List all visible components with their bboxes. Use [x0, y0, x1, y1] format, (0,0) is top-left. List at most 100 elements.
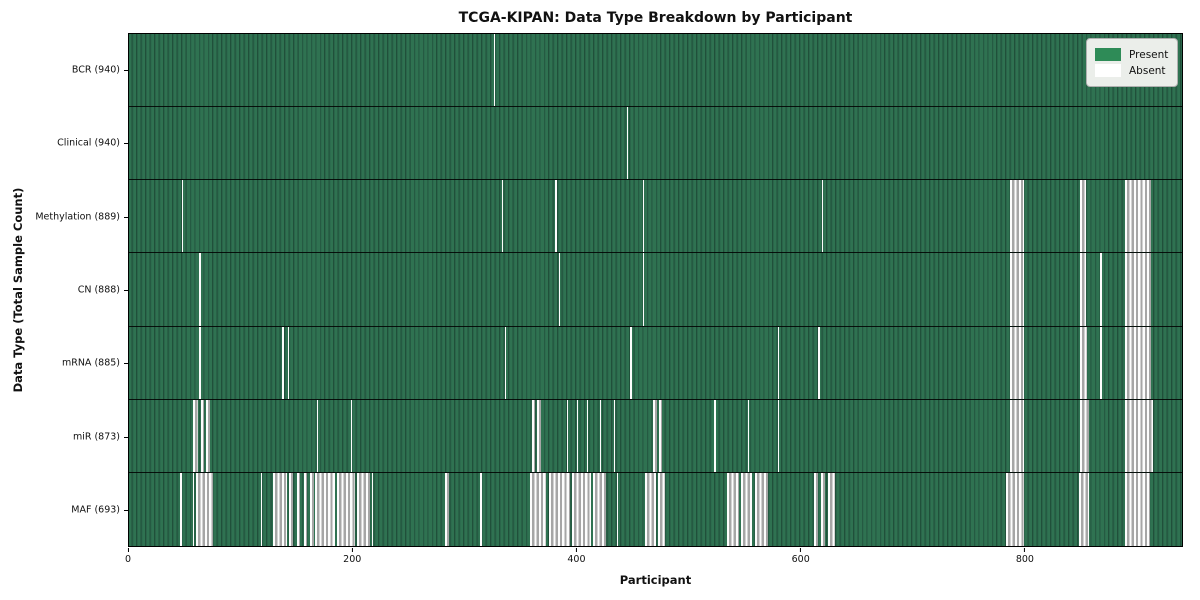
x-tick: 600 — [792, 548, 810, 565]
absent-segment — [642, 253, 644, 326]
absent-segment — [196, 472, 213, 546]
absent-segment — [1124, 326, 1151, 399]
y-tick-label: miR (873) — [72, 431, 120, 443]
absent-segment — [1006, 472, 1025, 546]
x-tick-mark — [127, 548, 129, 552]
y-tick-label: Methylation (889) — [35, 211, 120, 223]
absent-segment — [444, 472, 450, 546]
absent-segment — [726, 472, 739, 546]
absent-segment — [566, 399, 568, 472]
absent-segment — [287, 326, 290, 399]
legend-label-present: Present — [1129, 48, 1169, 61]
absent-segment — [1080, 180, 1086, 253]
absent-segment — [357, 472, 370, 546]
absent-segment — [310, 472, 314, 546]
plot-area — [128, 33, 1183, 547]
absent-segment — [778, 399, 780, 472]
absent-segment — [289, 472, 294, 546]
absent-segment — [741, 472, 753, 546]
absent-segment — [630, 326, 632, 399]
x-tick-mark — [800, 548, 802, 552]
legend-item-present: Present — [1095, 48, 1169, 61]
absent-segment — [200, 399, 204, 472]
absent-segment — [1124, 253, 1151, 326]
absent-segment — [747, 399, 750, 472]
data-type-row-mRNA — [129, 326, 1182, 400]
absent-segment — [371, 472, 374, 546]
absent-segment — [350, 399, 352, 472]
chart-title: TCGA-KIPAN: Data Type Breakdown by Parti… — [458, 10, 853, 26]
absent-segment — [1009, 180, 1025, 253]
absent-segment — [529, 472, 547, 546]
y-tick-mark — [124, 363, 128, 365]
legend: Present Absent — [1086, 38, 1178, 87]
absent-swatch-icon — [1095, 64, 1121, 77]
absent-segment — [593, 472, 606, 546]
y-tick-label: mRNA (885) — [61, 357, 120, 369]
absent-segment — [303, 472, 307, 546]
y-tick-label: Clinical (940) — [57, 137, 120, 149]
x-tick-label: 800 — [1015, 554, 1034, 565]
y-tick-mark — [124, 436, 128, 438]
present-swatch-icon — [1095, 48, 1121, 61]
data-type-row-miR — [129, 399, 1182, 473]
y-tick-label: MAF (693) — [71, 504, 120, 516]
x-tick: 200 — [343, 548, 361, 565]
absent-segment — [1009, 399, 1025, 472]
absent-segment — [273, 472, 287, 546]
y-tick-mark — [124, 143, 128, 145]
absent-segment — [626, 107, 629, 180]
absent-segment — [493, 34, 496, 107]
absent-segment — [1080, 253, 1086, 326]
absent-segment — [813, 472, 819, 546]
absent-segment — [1124, 399, 1153, 472]
absent-segment — [337, 472, 356, 546]
absent-segment — [600, 399, 602, 472]
absent-segment — [1009, 326, 1025, 399]
x-tick-label: 0 — [124, 554, 132, 565]
y-tick-marks — [124, 33, 128, 547]
absent-segment — [316, 399, 319, 472]
y-tick-mark — [124, 510, 128, 512]
absent-segment — [181, 180, 183, 253]
y-tick-mark — [124, 69, 128, 71]
absent-segment — [296, 472, 301, 546]
y-tick-label: CN (888) — [77, 284, 120, 296]
absent-segment — [501, 180, 503, 253]
absent-segment — [192, 472, 195, 546]
absent-segment — [1080, 326, 1087, 399]
absent-segment — [652, 399, 658, 472]
x-axis-label: Participant — [619, 573, 692, 587]
data-type-row-BCR — [129, 34, 1182, 108]
x-tick: 0 — [125, 548, 131, 565]
absent-segment — [206, 399, 210, 472]
absent-segment — [531, 399, 536, 472]
x-tick-mark — [575, 548, 577, 552]
x-tick-label: 600 — [791, 554, 810, 565]
absent-segment — [754, 472, 768, 546]
absent-segment — [1124, 472, 1150, 546]
absent-segment — [572, 472, 592, 546]
absent-segment — [1009, 253, 1025, 326]
absent-segment — [192, 399, 199, 472]
absent-segment — [828, 472, 836, 546]
legend-item-absent: Absent — [1095, 64, 1169, 77]
y-tick-mark — [124, 216, 128, 218]
data-type-row-Clinical — [129, 107, 1182, 181]
absent-segment — [714, 399, 716, 472]
absent-segment — [658, 472, 665, 546]
y-tick-mark — [124, 290, 128, 291]
legend-label-absent: Absent — [1129, 64, 1166, 77]
absent-segment — [1100, 326, 1102, 399]
absent-segment — [818, 326, 820, 399]
absent-segment — [644, 472, 657, 546]
absent-segment — [199, 253, 201, 326]
absent-segment — [821, 180, 823, 253]
absent-segment — [314, 472, 335, 546]
x-tick-label: 400 — [567, 554, 586, 565]
absent-segment — [555, 180, 557, 253]
absent-segment — [180, 472, 182, 546]
absent-segment — [1079, 472, 1090, 546]
absent-segment — [261, 472, 263, 546]
